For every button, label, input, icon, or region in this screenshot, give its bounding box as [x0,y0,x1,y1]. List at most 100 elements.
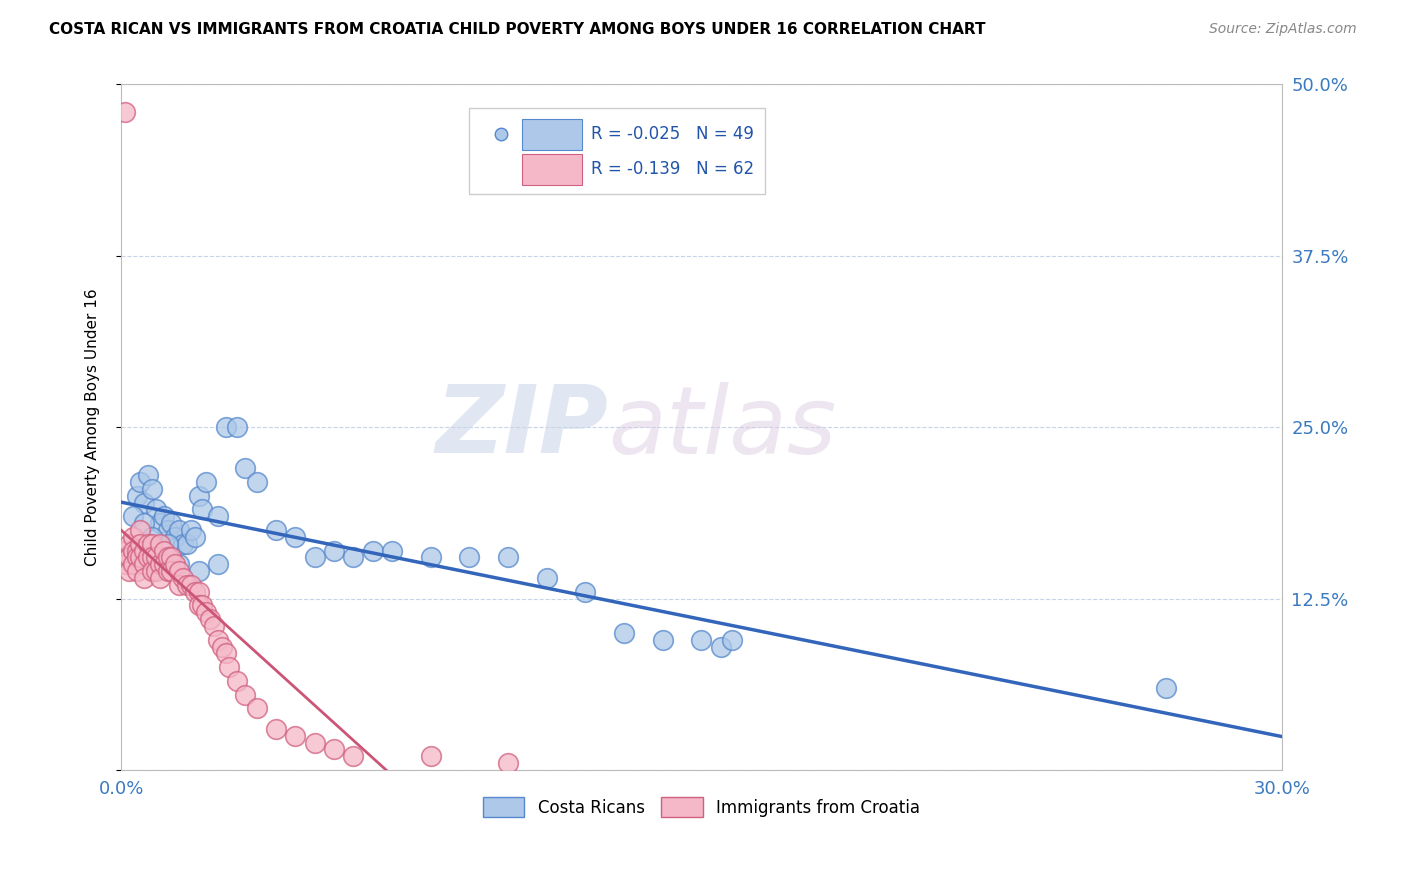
Point [233,461,256,475]
Point [207,632,229,647]
Point [183,530,205,544]
Point [183,584,205,599]
Point [129,475,152,489]
Point [211,640,233,654]
Point [145,502,167,516]
Point [114,558,136,572]
Point [134,543,156,558]
Point [167,523,190,537]
Point [121,530,143,544]
Point [172,571,194,585]
Point [141,530,163,544]
Point [207,558,229,572]
Point [134,516,156,531]
Point [167,578,190,592]
Point [176,578,198,592]
Point [690,632,713,647]
Point [141,537,163,551]
Point [284,729,307,743]
Point [136,537,159,551]
Point [118,537,141,551]
Point [264,523,287,537]
Point [245,701,267,715]
Point [322,742,344,756]
Point [419,749,441,764]
Point [613,626,636,640]
Point [651,632,673,647]
Point [114,104,136,119]
Point [195,475,218,489]
Point [496,756,519,771]
Text: Source: ZipAtlas.com: Source: ZipAtlas.com [1209,22,1357,37]
Point [160,516,183,531]
Point [141,550,163,565]
Point [118,550,141,565]
Y-axis label: Child Poverty Among Boys Under 16: Child Poverty Among Boys Under 16 [86,288,100,566]
Point [145,550,167,565]
Point [176,537,198,551]
Point [125,564,148,578]
Text: COSTA RICAN VS IMMIGRANTS FROM CROATIA CHILD POVERTY AMONG BOYS UNDER 16 CORRELA: COSTA RICAN VS IMMIGRANTS FROM CROATIA C… [49,22,986,37]
Point [172,537,194,551]
Point [574,584,596,599]
Point [136,468,159,483]
Point [114,550,136,565]
Point [118,564,141,578]
Point [160,550,183,565]
Point [187,599,209,613]
Point [152,543,174,558]
Point [136,550,159,565]
Point [121,509,143,524]
Text: R = -0.139   N = 62: R = -0.139 N = 62 [591,160,754,178]
Point [114,543,136,558]
Point [125,489,148,503]
Point [129,550,152,565]
Point [156,523,179,537]
Point [160,564,183,578]
Point [156,550,179,565]
Point [322,543,344,558]
Point [167,558,190,572]
Point [180,523,202,537]
Text: ZIP: ZIP [436,381,609,474]
Point [304,550,326,565]
Point [214,420,236,434]
Point [156,537,179,551]
Point [191,599,214,613]
Point [342,749,364,764]
Point [167,564,190,578]
Point [152,558,174,572]
Point [710,640,733,654]
Point [152,509,174,524]
Point [1154,681,1177,695]
Legend: Costa Ricans, Immigrants from Croatia: Costa Ricans, Immigrants from Croatia [475,791,927,823]
Point [496,550,519,565]
FancyBboxPatch shape [522,119,582,151]
Point [226,420,249,434]
Point [458,550,481,565]
Point [156,564,179,578]
Point [121,543,143,558]
Point [207,509,229,524]
Point [245,475,267,489]
Point [284,530,307,544]
Point [191,502,214,516]
Point [721,632,744,647]
Point [304,735,326,749]
Point [141,482,163,496]
Point [180,578,202,592]
Point [149,558,172,572]
Point [226,673,249,688]
Point [165,530,187,544]
Point [187,489,209,503]
FancyBboxPatch shape [522,153,582,185]
Point [125,543,148,558]
Point [165,558,187,572]
Point [121,558,143,572]
Point [129,523,152,537]
FancyBboxPatch shape [470,109,765,194]
Point [145,564,167,578]
Point [187,584,209,599]
Point [187,564,209,578]
Point [195,605,218,619]
